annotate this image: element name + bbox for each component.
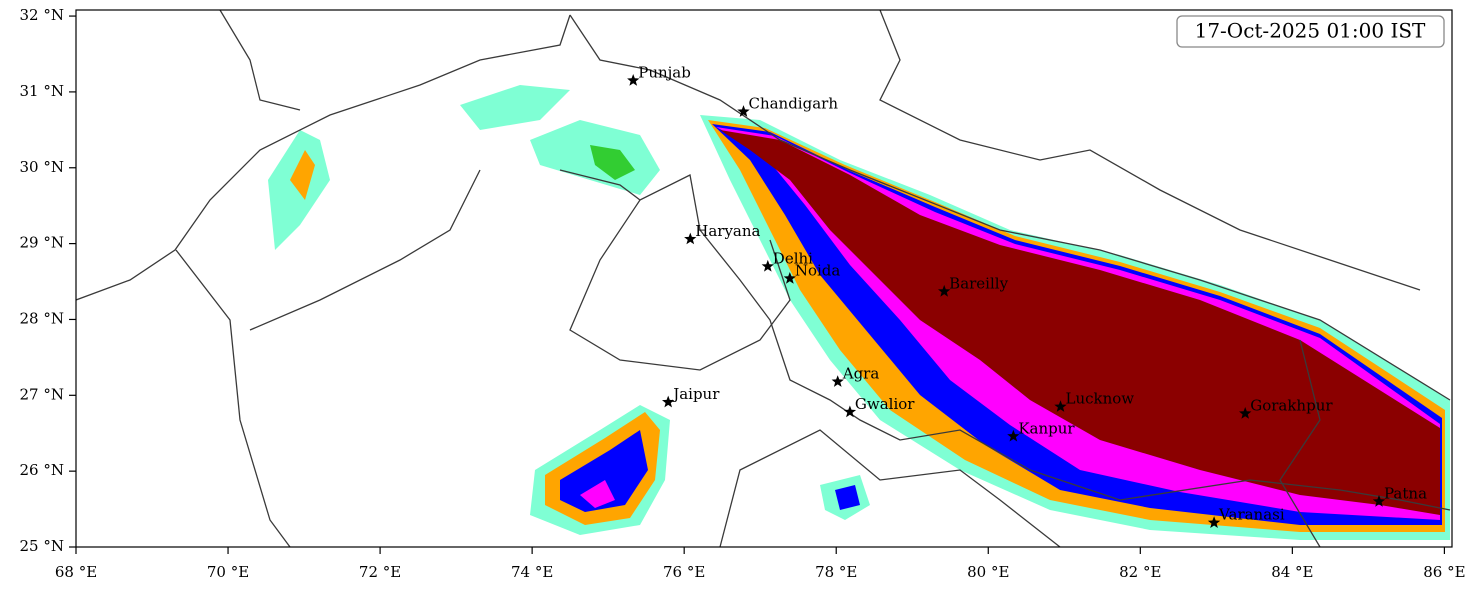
y-tick-label: 31 °N — [20, 82, 64, 100]
x-tick-label: 84 °E — [1271, 563, 1313, 581]
city-marker — [831, 375, 844, 387]
x-tick-label: 72 °E — [359, 563, 401, 581]
city-label: Lucknow — [1065, 390, 1134, 408]
y-tick-label: 30 °N — [20, 158, 64, 176]
city-label: Agra — [842, 365, 880, 383]
x-tick-label: 74 °E — [511, 563, 553, 581]
city-label: Gorakhpur — [1250, 397, 1333, 415]
city-label: Punjab — [638, 64, 691, 82]
city-label: Bareilly — [949, 274, 1008, 292]
y-tick-label: 28 °N — [20, 309, 64, 327]
x-tick-label: 78 °E — [815, 563, 857, 581]
city-label: Noida — [795, 262, 841, 280]
y-tick-label: 25 °N — [20, 537, 64, 555]
title: 17-Oct-2025 01:00 IST — [1195, 19, 1426, 43]
plot-frame — [75, 9, 1453, 548]
city-marker — [684, 232, 697, 245]
x-tick-label: 82 °E — [1119, 563, 1161, 581]
x-tick-label: 86 °E — [1423, 563, 1465, 581]
city-label: Varanasi — [1218, 506, 1285, 524]
x-tick-label: 68 °E — [55, 563, 97, 581]
x-tick-label: 80 °E — [967, 563, 1009, 581]
city-label: Jaipur — [671, 385, 720, 403]
y-tick-label: 32 °N — [20, 6, 64, 24]
city-marker — [938, 284, 951, 297]
city-marker — [627, 74, 640, 86]
city-marker — [783, 272, 796, 284]
city-label: Delhi — [773, 249, 813, 267]
title-frame — [1176, 15, 1445, 48]
city-marker — [843, 405, 857, 418]
title-box: 17-Oct-2025 01:00 IST — [1176, 15, 1445, 48]
y-tick-label: 26 °N — [20, 461, 64, 479]
city-label: Patna — [1384, 484, 1427, 502]
city-marker — [1007, 429, 1020, 442]
city-label: Haryana — [695, 222, 760, 240]
city-marker — [1207, 516, 1221, 528]
y-tick-label: 27 °N — [20, 385, 64, 403]
x-tick-label: 76 °E — [663, 563, 705, 581]
city-label: Kanpur — [1018, 419, 1075, 437]
city-marker — [737, 105, 750, 117]
city-marker — [761, 259, 774, 272]
y-tick-label: 29 °N — [20, 234, 64, 252]
city-marker — [1239, 407, 1252, 419]
x-tick-label: 70 °E — [207, 563, 249, 581]
borders — [76, 10, 1451, 547]
city-label: Gwalior — [855, 395, 915, 413]
city-marker — [662, 395, 675, 408]
city-label: Chandigarh — [748, 95, 838, 113]
city-marker — [1372, 495, 1386, 507]
city-marker — [1054, 400, 1067, 412]
precipitation-field — [268, 85, 1450, 540]
